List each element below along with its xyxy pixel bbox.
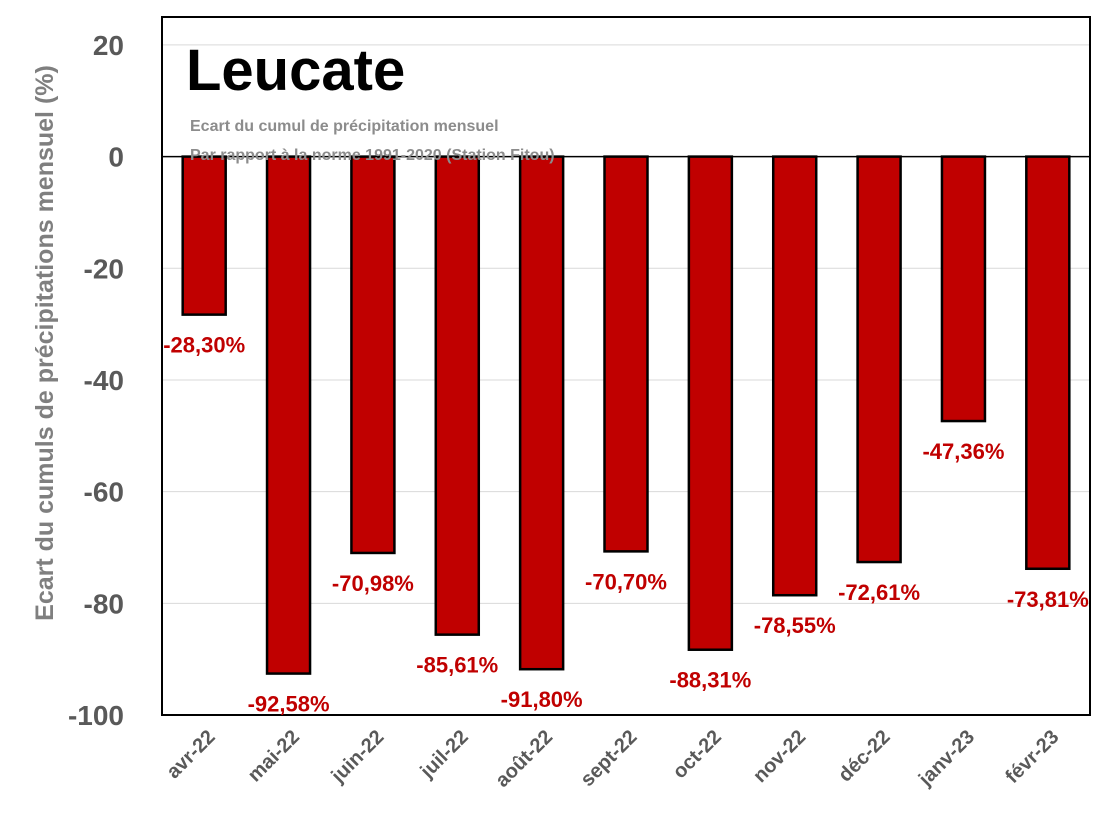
data-label: -72,61% [838,580,920,605]
data-label: -70,70% [585,569,667,594]
data-label: -28,30% [163,333,245,358]
x-tick-label: nov-22 [749,726,810,787]
x-tick-label: oct-22 [669,726,726,783]
data-label: -70,98% [332,571,414,596]
x-tick-label: juin-22 [327,726,389,788]
x-tick-label: janv-23 [914,726,979,791]
bar [518,155,565,671]
x-tick-label: févr-23 [1001,726,1063,788]
bar [265,155,312,675]
y-tick-label: -100 [68,700,124,731]
x-tick-label: juil-22 [416,726,473,783]
x-tick-label: déc-22 [834,726,894,786]
y-tick-labels: 20 0 -20 -40 -60 -80 -100 [68,30,124,731]
chart-subtitle-line-2: Par rapport à la norme 1991-2020 (Statio… [190,147,555,164]
y-tick-label: 0 [108,142,124,173]
bar [603,155,649,553]
bar [771,155,818,597]
bar [940,155,987,423]
bar [434,155,481,636]
bar [687,155,734,651]
y-tick-label: -80 [84,588,124,619]
chart-title: Leucate [186,38,405,103]
plot-area-border [161,16,1091,716]
x-tick-label: sept-22 [576,726,641,791]
bar [1025,155,1071,571]
x-tick-label: avr-22 [162,726,219,783]
y-axis-label: Ecart du cumuls de précipitations mensue… [31,65,59,621]
data-label: -92,58% [248,692,330,717]
data-labels: -28,30% -92,58% -70,98% -85,61%-91,80% -70,7… [163,333,1089,717]
bar [181,155,227,316]
y-tick-label: -20 [84,253,124,284]
x-tick-labels: avr-22 mai-22 juin-22 juil-22 août-22 sept-22… [162,726,1063,792]
x-tick-label: mai-22 [244,726,304,786]
data-label: -88,31% [669,668,751,693]
data-label: -85,61% [416,653,498,678]
data-label: -78,55% [754,613,836,638]
data-label: -73,81% [1007,587,1089,612]
bars [181,155,1071,675]
bar [856,155,902,564]
data-label: -47,36% [922,439,1004,464]
bar [350,155,396,555]
y-tick-label: -60 [84,477,124,508]
y-tick-label: 20 [93,30,124,61]
x-tick-label: août-22 [491,726,557,792]
data-label: -91,80% [501,687,583,712]
chart-subtitle-line-1: Ecart du cumul de précipitation mensuel [190,118,499,135]
y-tick-label: -40 [84,365,124,396]
